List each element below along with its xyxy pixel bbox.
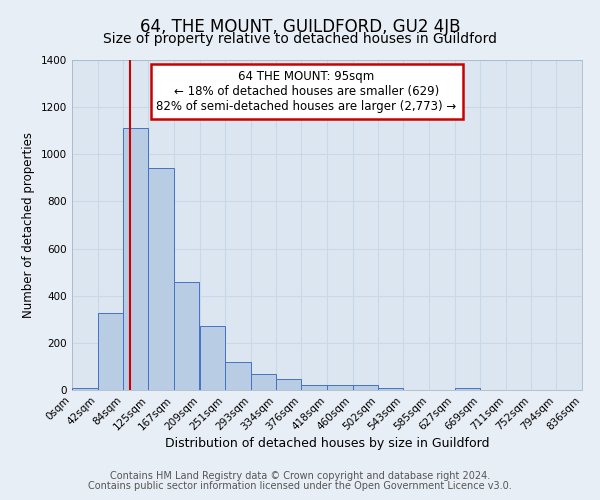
Bar (353, 385, 378, 390)
Bar (148, 168, 174, 390)
Text: Size of property relative to detached houses in Guildford: Size of property relative to detached ho… (103, 32, 497, 46)
Bar (378, 388, 403, 390)
Bar (251, 374, 276, 390)
Bar (174, 282, 199, 390)
Y-axis label: Number of detached properties: Number of detached properties (22, 132, 35, 318)
Bar (276, 380, 301, 390)
Bar (455, 388, 480, 390)
X-axis label: Distribution of detached houses by size in Guildford: Distribution of detached houses by size … (165, 438, 489, 450)
Bar (301, 386, 327, 390)
Text: 64 THE MOUNT: 95sqm
← 18% of detached houses are smaller (629)
82% of semi-detac: 64 THE MOUNT: 95sqm ← 18% of detached ho… (157, 70, 457, 113)
Text: 64, THE MOUNT, GUILDFORD, GU2 4JB: 64, THE MOUNT, GUILDFORD, GU2 4JB (140, 18, 460, 36)
Bar (123, 128, 148, 390)
Bar (199, 326, 225, 390)
Bar (72, 388, 98, 390)
Text: Contains HM Land Registry data © Crown copyright and database right 2024.: Contains HM Land Registry data © Crown c… (110, 471, 490, 481)
Bar (98, 314, 123, 390)
Text: Contains public sector information licensed under the Open Government Licence v3: Contains public sector information licen… (88, 481, 512, 491)
Bar (327, 386, 353, 390)
Bar (225, 362, 251, 390)
